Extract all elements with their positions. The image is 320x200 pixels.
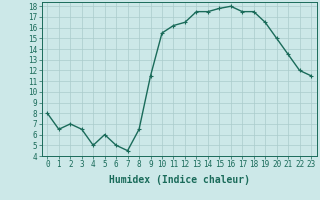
X-axis label: Humidex (Indice chaleur): Humidex (Indice chaleur)	[109, 175, 250, 185]
